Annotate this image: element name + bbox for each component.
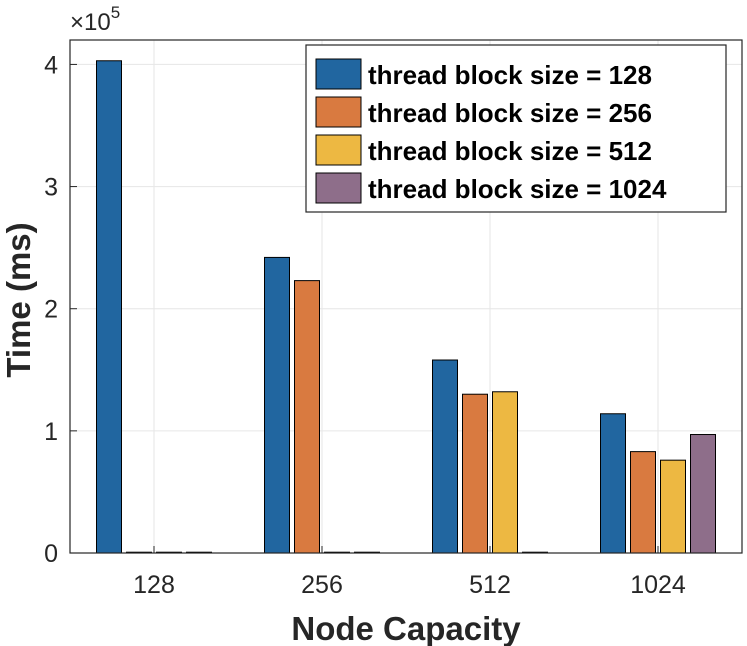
legend-entry: thread block size = 256: [368, 98, 652, 128]
y-tick-label: 2: [44, 296, 58, 324]
y-ticks: 0 1 2 3 4: [44, 51, 77, 568]
legend-box: [305, 44, 727, 213]
y-axis-label: Time (ms): [0, 222, 37, 377]
x-tick-label: 512: [469, 571, 511, 599]
legend-entry: thread block size = 128: [368, 60, 652, 90]
bar-256-256: [294, 280, 320, 554]
plot-frame: [69, 39, 743, 554]
bar-512-512: [492, 391, 518, 554]
bar-128-512: [432, 359, 458, 554]
x-tick-label: 128: [133, 571, 175, 599]
y-tick-label: 3: [44, 174, 58, 202]
bar-1024-1024: [690, 434, 716, 554]
x-ticks: 128 256 512 1024: [133, 546, 686, 599]
x-axis-label: Node Capacity: [291, 610, 521, 646]
bar-256-1024: [630, 451, 656, 554]
bar-128-128: [96, 60, 122, 554]
legend-swatch: [315, 58, 362, 90]
y-exponent-power: 5: [111, 3, 120, 22]
legend-swatch: [315, 172, 362, 204]
legend-swatch: [315, 96, 362, 128]
bar-512-1024: [660, 459, 686, 554]
legend: thread block size = 128 thread block size…: [305, 44, 727, 213]
bar-256-512: [462, 393, 488, 554]
legend-entry: thread block size = 1024: [368, 174, 667, 204]
y-tick-label: 4: [44, 51, 58, 79]
x-tick-label: 1024: [630, 571, 686, 599]
bar-128-1024: [600, 413, 626, 554]
y-tick-label: 1: [44, 418, 58, 446]
bar-128-256: [264, 256, 290, 554]
legend-entry: thread block size = 512: [368, 136, 652, 166]
bars: [96, 60, 716, 554]
x-tick-label: 256: [301, 571, 343, 599]
y-tick-label: 0: [44, 540, 58, 568]
y-exponent-label: ×105: [70, 3, 120, 36]
legend-swatch: [315, 134, 362, 166]
